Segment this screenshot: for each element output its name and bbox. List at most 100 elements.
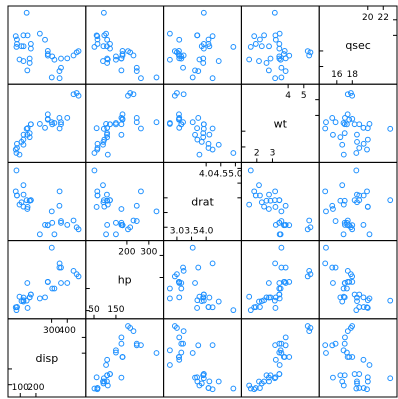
data-point <box>278 350 285 356</box>
data-point <box>343 285 350 292</box>
data-point <box>176 356 183 363</box>
data-point <box>339 298 346 305</box>
data-point <box>174 90 180 96</box>
data-point <box>342 114 348 121</box>
data-point <box>246 201 253 208</box>
data-point <box>118 340 125 347</box>
data-point <box>200 294 207 301</box>
panel-hp-vs-disp <box>7 240 87 320</box>
data-point <box>364 146 370 153</box>
data-point <box>356 121 363 128</box>
data-point <box>166 295 173 302</box>
data-point <box>27 197 34 204</box>
data-point <box>329 115 336 121</box>
data-point <box>281 354 288 360</box>
data-point <box>113 219 119 226</box>
data-point <box>118 114 125 121</box>
data-point <box>346 354 353 360</box>
tick-label-disp-high-0: 300 <box>43 326 60 336</box>
data-point <box>200 121 207 128</box>
data-point <box>73 90 80 96</box>
data-point <box>246 56 253 63</box>
data-point <box>332 264 339 271</box>
data-point <box>337 134 344 141</box>
data-point <box>282 68 289 75</box>
data-point <box>56 202 63 209</box>
panel-qsec-vs-hp <box>85 5 165 85</box>
data-point <box>166 362 173 368</box>
data-point <box>48 119 55 126</box>
data-point <box>282 342 289 349</box>
data-point <box>48 74 55 81</box>
panel-disp-vs-qsec <box>318 318 398 398</box>
data-point <box>265 280 272 286</box>
data-point <box>189 119 196 126</box>
tick-label-qsec-high-1: 22 <box>378 13 389 23</box>
data-point <box>276 291 283 298</box>
data-point <box>306 267 313 274</box>
data-point <box>24 131 31 138</box>
data-point <box>351 371 358 377</box>
data-point <box>360 221 367 228</box>
data-point <box>281 279 288 285</box>
data-point <box>58 55 64 62</box>
data-point <box>14 41 20 47</box>
data-point <box>100 378 106 385</box>
data-point <box>127 224 134 231</box>
data-point <box>42 294 48 301</box>
data-point <box>340 231 347 238</box>
panel-frame <box>85 161 165 242</box>
data-point <box>113 231 119 238</box>
data-point <box>271 9 278 16</box>
tick-label-qsec-low-1: 18 <box>347 70 359 80</box>
data-point <box>118 206 125 212</box>
data-point <box>278 244 285 251</box>
data-point <box>200 371 207 377</box>
data-point <box>189 74 196 81</box>
data-point <box>113 121 119 128</box>
diag-panel-wt: wt 2 3 4 5 <box>240 83 320 163</box>
data-point <box>94 33 101 40</box>
tick-label-hp-low-1: 150 <box>107 305 124 315</box>
data-point <box>103 121 109 127</box>
data-point <box>14 192 20 199</box>
data-point <box>265 67 272 74</box>
data-point <box>166 120 173 126</box>
data-point <box>342 221 348 228</box>
data-point <box>340 285 347 292</box>
panel-wt-vs-disp <box>7 83 87 163</box>
data-point <box>348 271 354 278</box>
data-point <box>104 356 111 363</box>
tick-label-hp-low-0: 50 <box>88 305 100 315</box>
data-point <box>339 182 346 189</box>
data-point <box>100 375 107 382</box>
data-point <box>16 56 23 63</box>
data-point <box>322 125 329 132</box>
data-point <box>364 374 371 381</box>
data-point <box>91 150 98 156</box>
tick-label-drat-high-1: 4.5 <box>214 169 228 179</box>
data-point <box>200 375 207 382</box>
data-point <box>94 192 101 199</box>
data-point <box>133 64 140 71</box>
data-point <box>200 55 207 62</box>
data-point <box>56 264 63 271</box>
data-point <box>252 385 259 391</box>
data-point <box>354 294 360 301</box>
data-point <box>276 285 283 292</box>
data-point <box>251 33 258 40</box>
data-point <box>26 294 33 301</box>
data-point <box>329 264 336 271</box>
data-point <box>70 91 77 98</box>
data-point <box>56 75 63 82</box>
data-point <box>286 52 293 59</box>
panel-frame <box>318 240 398 320</box>
data-point <box>127 49 134 56</box>
data-point <box>271 375 278 382</box>
data-point <box>56 115 63 121</box>
data-point <box>277 231 284 238</box>
data-point <box>247 307 254 314</box>
data-point <box>104 201 111 208</box>
data-point <box>176 36 183 43</box>
data-point <box>282 334 289 341</box>
